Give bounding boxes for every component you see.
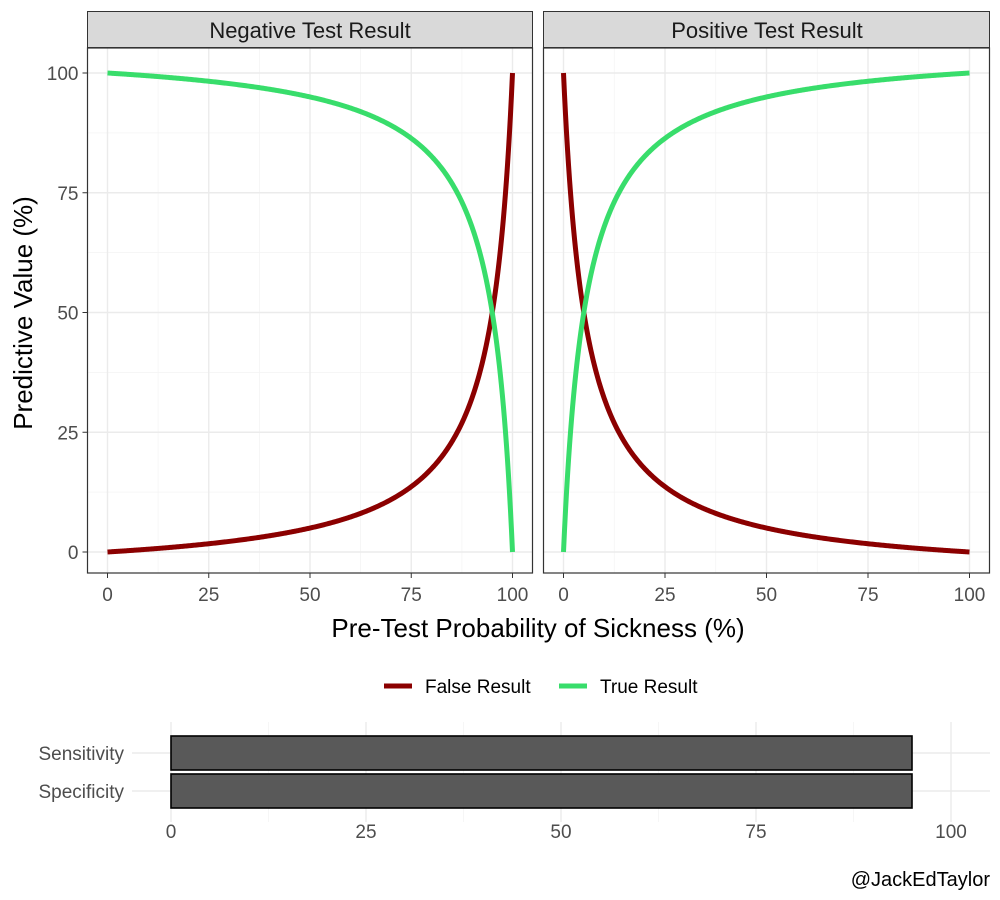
series-line-true-result-negative: [106, 70, 515, 553]
bar-x-tick-label: 0: [166, 822, 177, 843]
y-tick-label: 0: [68, 543, 79, 564]
x-tick-label-negative: 50: [299, 585, 320, 606]
y-axis-title: Predictive Value (%): [8, 196, 38, 430]
bar-x-tick-label: 75: [745, 822, 766, 843]
facet-strip-positive: [543, 11, 990, 48]
x-tick-label-negative: 75: [401, 585, 422, 606]
x-tick-label-positive: 100: [954, 585, 986, 606]
x-tick-label-positive: 25: [654, 585, 675, 606]
series-line-false-result-negative: [106, 72, 515, 555]
y-tick-label: 100: [47, 64, 79, 85]
facet-title-negative: Negative Test Result: [209, 18, 410, 43]
y-tick-label: 25: [57, 423, 78, 444]
legend-label-true-result: True Result: [600, 677, 698, 698]
x-tick-label-positive: 50: [756, 585, 777, 606]
credit-text: @JackEdTaylor: [851, 869, 991, 891]
facet-strip-negative: [87, 11, 533, 48]
bar-category-label-sensitivity: Sensitivity: [38, 744, 124, 765]
x-axis-title: Pre-Test Probability of Sickness (%): [331, 613, 744, 643]
bar-x-tick-label: 50: [550, 822, 571, 843]
y-tick-label: 50: [57, 304, 78, 325]
x-tick-label-negative: 25: [198, 585, 219, 606]
bar-x-tick-label: 100: [935, 822, 967, 843]
legend-label-false-result: False Result: [425, 677, 531, 698]
bar-x-tick-label: 25: [355, 822, 376, 843]
series-line-true-result-positive: [561, 70, 971, 553]
x-tick-label-positive: 0: [558, 585, 569, 606]
x-tick-label-positive: 75: [857, 585, 878, 606]
bar-sensitivity: [170, 735, 913, 771]
x-tick-label-negative: 100: [497, 585, 529, 606]
y-tick-label: 75: [57, 184, 78, 205]
facet-title-positive: Positive Test Result: [671, 18, 863, 43]
bar-specificity: [170, 773, 913, 809]
x-tick-label-negative: 0: [102, 585, 113, 606]
bar-category-label-specificity: Specificity: [38, 782, 124, 803]
series-line-false-result-positive: [561, 72, 971, 555]
